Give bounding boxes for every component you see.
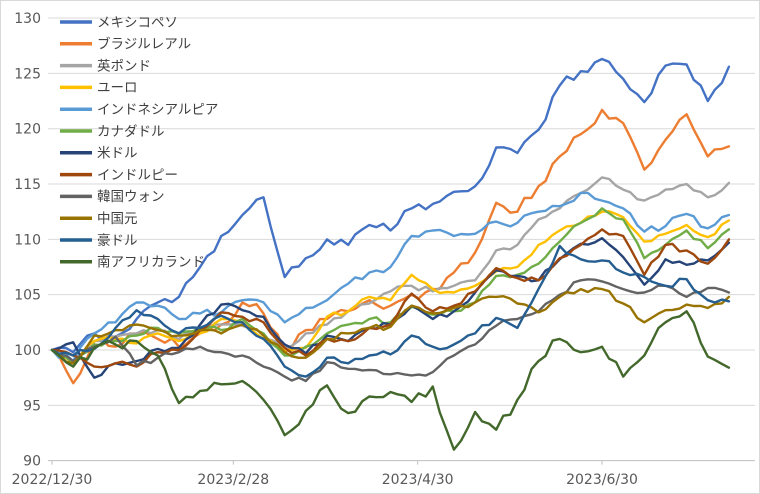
y-axis-label: 115: [14, 177, 41, 193]
legend-item[interactable]: インドルピー: [60, 167, 178, 183]
x-axis: [48, 460, 755, 465]
y-axis-label: 90: [23, 454, 41, 470]
legend-label: メキシコペソ: [97, 15, 178, 31]
x-axis-label: 2023/6/30: [566, 472, 638, 488]
legend-item[interactable]: 南アフリカランド: [60, 255, 205, 271]
legend-label: 南アフリカランド: [97, 255, 205, 271]
series-line-豪ドル: [50, 244, 731, 378]
legend-item[interactable]: カナダドル: [60, 124, 165, 140]
legend-label: ユーロ: [97, 80, 138, 96]
series-line-ブラジルレアル: [50, 108, 731, 385]
legend-label: 英ポンド: [97, 57, 151, 74]
legend-label: インドルピー: [97, 167, 178, 183]
legend-label: 中国元: [97, 211, 138, 227]
y-axis-label: 105: [14, 288, 41, 304]
legend-item[interactable]: 米ドル: [60, 146, 138, 162]
series-line-韓国ウォン: [50, 278, 731, 383]
series-lines: [50, 57, 731, 451]
x-axis-label: 2023/2/28: [197, 472, 269, 488]
legend-item[interactable]: 韓国ウォン: [60, 189, 165, 205]
series-line-中国元: [50, 286, 731, 365]
y-axis-label: 95: [23, 398, 41, 414]
legend-label: カナダドル: [97, 124, 165, 140]
legend-item[interactable]: メキシコペソ: [60, 15, 178, 31]
legend-item[interactable]: 豪ドル: [60, 233, 138, 249]
legend-item[interactable]: ユーロ: [60, 80, 138, 96]
legend-label: ブラジルレアル: [97, 36, 191, 53]
y-axis-label: 125: [14, 66, 41, 82]
legend-item[interactable]: インドネシアルピア: [60, 102, 218, 118]
x-axis-label: 2022/12/30: [12, 472, 93, 488]
series-line-南アフリカランド: [50, 310, 731, 451]
legend-label: 米ドル: [97, 146, 138, 162]
legend-item[interactable]: 英ポンド: [60, 57, 151, 74]
legend-label: 豪ドル: [97, 233, 138, 249]
y-axis-label: 130: [14, 11, 41, 27]
y-axis-label: 110: [14, 232, 41, 248]
legend-item[interactable]: ブラジルレアル: [60, 36, 191, 53]
legend-label: インドネシアルピア: [97, 102, 218, 118]
series-line-ユーロ: [50, 210, 731, 365]
series-line-メキシコペソ: [50, 57, 731, 354]
legend: メキシコペソブラジルレアル英ポンドユーロインドネシアルピアカナダドル米ドルインド…: [60, 15, 218, 271]
x-axis-label: 2023/4/30: [382, 472, 454, 488]
series-line-インドネシアルピア: [50, 191, 731, 363]
y-axis-label: 120: [14, 122, 41, 138]
legend-label: 韓国ウォン: [97, 189, 165, 205]
legend-item[interactable]: 中国元: [60, 211, 138, 227]
x-axis-labels: 2022/12/30 2023/2/28 2023/4/30 2023/6/30: [12, 472, 638, 488]
y-axis-label: 100: [14, 343, 41, 359]
y-axis-labels: 90 95 100 105 110 115 120 125 130: [14, 11, 41, 470]
